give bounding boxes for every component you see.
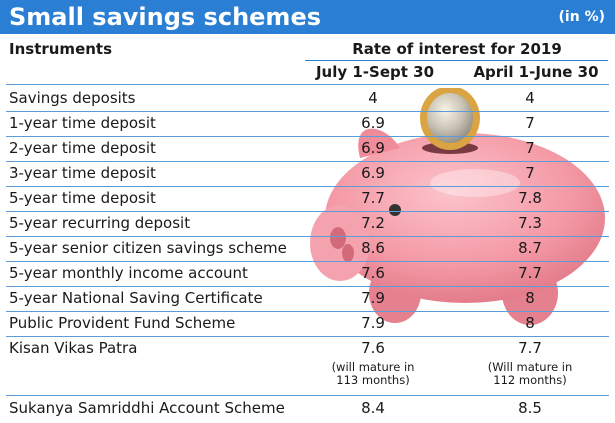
row-divider bbox=[6, 286, 609, 287]
table-row: 5-year senior citizen savings scheme 8.6… bbox=[0, 236, 615, 261]
rate-period-2: 7 bbox=[525, 164, 535, 182]
rate-period-2: 8 bbox=[525, 314, 535, 332]
instrument-name: 3-year time deposit bbox=[9, 164, 156, 182]
table-row: 5-year National Saving Certificate 7.9 8 bbox=[0, 286, 615, 311]
row-divider bbox=[6, 211, 609, 212]
rate-period-1: 7.2 bbox=[361, 214, 385, 232]
rate-period-2: 7 bbox=[525, 139, 535, 157]
instrument-name: 1-year time deposit bbox=[9, 114, 156, 132]
instrument-name: Kisan Vikas Patra bbox=[9, 339, 138, 357]
rate-period-1: 7.9 bbox=[361, 314, 385, 332]
row-divider bbox=[6, 161, 609, 162]
column-header-period-2: April 1-June 30 bbox=[473, 63, 599, 81]
instrument-name: 5-year senior citizen savings scheme bbox=[9, 239, 287, 257]
maturity-note-period-1: (will mature in bbox=[331, 360, 415, 374]
table-row: Public Provident Fund Scheme 7.9 8 bbox=[0, 311, 615, 336]
column-header-instruments: Instruments bbox=[9, 40, 113, 58]
group-divider bbox=[305, 60, 608, 61]
instrument-name: Public Provident Fund Scheme bbox=[9, 314, 236, 332]
row-divider bbox=[6, 236, 609, 237]
instrument-name: 5-year National Saving Certificate bbox=[9, 289, 263, 307]
table-row: Kisan Vikas Patra 7.6 7.7 (will mature i… bbox=[0, 336, 615, 394]
instrument-name: 5-year time deposit bbox=[9, 189, 156, 207]
rate-period-2: 8.5 bbox=[518, 399, 542, 417]
rate-period-1: 4 bbox=[368, 89, 378, 107]
rate-period-2: 7.7 bbox=[518, 339, 542, 357]
rate-period-2: 7.7 bbox=[518, 264, 542, 282]
column-group-header: Rate of interest for 2019 bbox=[352, 40, 562, 58]
rate-period-1: 8.4 bbox=[361, 399, 385, 417]
maturity-note-period-2: (Will mature in bbox=[487, 360, 573, 374]
table-row: Savings deposits 4 4 bbox=[0, 86, 615, 111]
rate-period-1: 6.9 bbox=[361, 114, 385, 132]
piggy-bank-icon bbox=[310, 88, 605, 325]
rate-period-2: 8 bbox=[525, 289, 535, 307]
table-row: 5-year time deposit 7.7 7.8 bbox=[0, 186, 615, 211]
rate-period-1: 7.6 bbox=[361, 264, 385, 282]
coin-icon bbox=[420, 88, 480, 150]
rate-period-1: 7.7 bbox=[361, 189, 385, 207]
rate-period-2: 8.7 bbox=[518, 239, 542, 257]
column-header-period-1: July 1-Sept 30 bbox=[315, 63, 435, 81]
instrument-name: 2-year time deposit bbox=[9, 139, 156, 157]
row-divider bbox=[6, 111, 609, 112]
rate-period-1: 6.9 bbox=[361, 164, 385, 182]
instrument-name: 5-year monthly income account bbox=[9, 264, 248, 282]
rate-period-1: 7.6 bbox=[361, 339, 385, 357]
page-title: Small savings schemes bbox=[9, 3, 321, 31]
row-divider bbox=[6, 336, 609, 337]
rate-period-2: 4 bbox=[525, 89, 535, 107]
row-divider bbox=[6, 136, 609, 137]
title-banner: Small savings schemes (in %) bbox=[0, 0, 615, 34]
rate-period-1: 7.9 bbox=[361, 289, 385, 307]
maturity-note-period-2: 112 months) bbox=[493, 373, 567, 387]
rate-period-1: 6.9 bbox=[361, 139, 385, 157]
instrument-name: Sukanya Samriddhi Account Scheme bbox=[9, 399, 285, 417]
row-divider bbox=[6, 261, 609, 262]
rate-period-2: 7.3 bbox=[518, 214, 542, 232]
rate-period-2: 7 bbox=[525, 114, 535, 132]
row-divider bbox=[6, 311, 609, 312]
table-row: 1-year time deposit 6.9 7 bbox=[0, 111, 615, 136]
rate-period-1: 8.6 bbox=[361, 239, 385, 257]
table-row: 2-year time deposit 6.9 7 bbox=[0, 136, 615, 161]
table-row: 3-year time deposit 6.9 7 bbox=[0, 161, 615, 186]
table-row: 5-year monthly income account 7.6 7.7 bbox=[0, 261, 615, 286]
maturity-note-period-1: 113 months) bbox=[336, 373, 410, 387]
unit-label: (in %) bbox=[558, 9, 605, 25]
rate-period-2: 7.8 bbox=[518, 189, 542, 207]
row-divider bbox=[6, 395, 609, 396]
row-divider bbox=[6, 84, 609, 85]
row-divider bbox=[6, 186, 609, 187]
instrument-name: 5-year recurring deposit bbox=[9, 214, 191, 232]
table-row: Sukanya Samriddhi Account Scheme 8.4 8.5 bbox=[0, 396, 615, 421]
table-row: 5-year recurring deposit 7.2 7.3 bbox=[0, 211, 615, 236]
instrument-name: Savings deposits bbox=[9, 89, 136, 107]
